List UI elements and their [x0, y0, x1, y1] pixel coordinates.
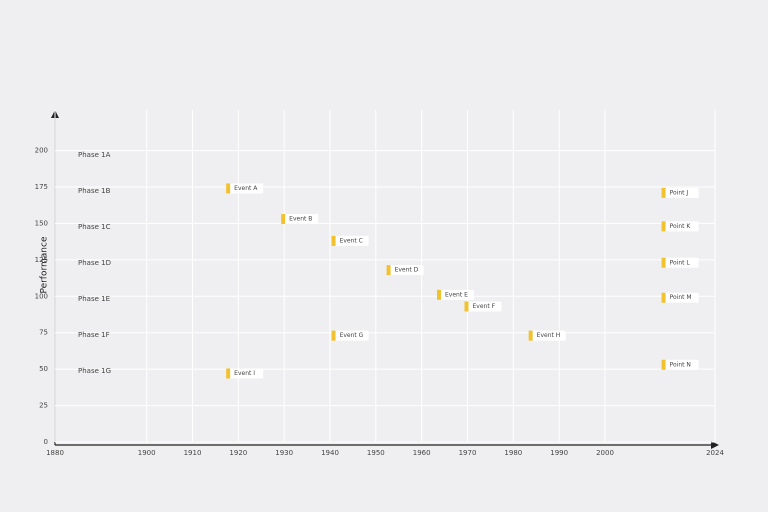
- x-tick-label: 1920: [229, 449, 247, 457]
- label-box: [334, 235, 369, 246]
- point: [437, 289, 441, 300]
- x-tick-label: 1960: [413, 449, 431, 457]
- point-label: Event E: [445, 291, 468, 298]
- x-tick-label: 2024: [706, 449, 724, 457]
- point-label: Point L: [670, 259, 691, 266]
- y-tick-label: 125: [35, 256, 48, 264]
- y-tick-label: 100: [35, 292, 48, 300]
- row-label: Phase 1E: [78, 295, 110, 303]
- label-box: [664, 221, 699, 232]
- point: [464, 301, 469, 312]
- row-label: Phase 1D: [78, 259, 111, 267]
- point-label: Point N: [670, 361, 691, 368]
- label-box: [284, 214, 319, 225]
- y-tick-label: 200: [35, 147, 48, 155]
- label-box: [440, 289, 474, 300]
- point: [386, 265, 391, 276]
- x-tick-label: 1990: [550, 449, 568, 457]
- y-tick-label: 175: [35, 183, 48, 191]
- point: [528, 330, 533, 341]
- point-label: Event H: [537, 332, 561, 339]
- point-label: Event A: [234, 185, 258, 192]
- point: [331, 235, 336, 246]
- point: [661, 292, 666, 303]
- x-tick-label: 1970: [459, 449, 477, 457]
- x-tick-label: 1880: [46, 449, 64, 457]
- point-label: Event G: [340, 332, 364, 339]
- row-label: Phase 1A: [78, 151, 111, 159]
- y-tick-label: 50: [39, 365, 48, 373]
- y-tick-label: 0: [44, 438, 48, 446]
- y-tick-label: 25: [39, 402, 48, 410]
- label-box: [334, 330, 369, 341]
- row-label: Phase 1F: [78, 331, 110, 339]
- label-box: [664, 359, 699, 370]
- label-box: [664, 292, 699, 303]
- label-box: [229, 368, 264, 379]
- row-label: Phase 1G: [78, 367, 111, 375]
- x-tick-label: 1950: [367, 449, 385, 457]
- point-label: Point J: [670, 189, 689, 196]
- point-label: Event D: [395, 267, 419, 274]
- point-label: Event F: [473, 303, 496, 310]
- y-tick-label: 75: [39, 329, 48, 337]
- label-box: [467, 301, 502, 312]
- point: [226, 368, 231, 379]
- row-label: Phase 1B: [78, 187, 111, 195]
- point-label: Point M: [670, 294, 692, 301]
- y-tick-label: 150: [35, 219, 48, 227]
- point-label: Event B: [289, 216, 312, 223]
- x-tick-label: 1980: [504, 449, 522, 457]
- point: [661, 359, 666, 370]
- x-arrow: [711, 441, 719, 449]
- label-box: [229, 183, 264, 194]
- x-tick-label: 1940: [321, 449, 339, 457]
- point-label: Point K: [670, 223, 692, 230]
- point: [661, 187, 666, 198]
- point: [281, 214, 286, 225]
- row-label: Phase 1C: [78, 223, 111, 231]
- label-box: [664, 257, 699, 268]
- point: [661, 257, 666, 268]
- x-tick-label: 2000: [596, 449, 614, 457]
- point: [661, 221, 666, 232]
- label-box: [531, 330, 566, 341]
- label-box: [664, 187, 699, 198]
- x-tick-label: 1930: [275, 449, 293, 457]
- point-label: Event I: [234, 370, 255, 377]
- point: [226, 183, 231, 194]
- label-box: [389, 265, 424, 276]
- point: [331, 330, 336, 341]
- x-tick-label: 1900: [138, 449, 156, 457]
- x-tick-label: 1910: [184, 449, 202, 457]
- y-axis-title: Performance: [40, 236, 50, 293]
- point-label: Event C: [340, 237, 363, 244]
